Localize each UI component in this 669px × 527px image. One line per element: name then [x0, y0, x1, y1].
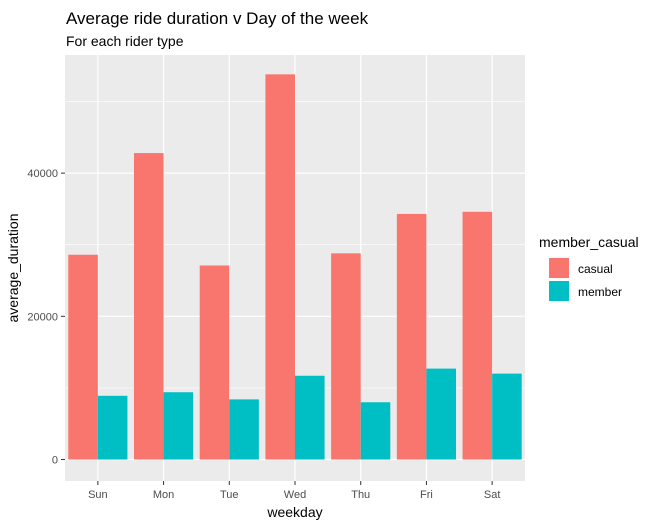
chart-subtitle: For each rider type: [66, 33, 184, 49]
legend-title: member_casual: [539, 234, 639, 250]
x-tick-label: Mon: [153, 489, 174, 501]
chart-title: Average ride duration v Day of the week: [66, 9, 369, 28]
bar-member-wed: [295, 375, 325, 460]
bar-casual-fri: [396, 213, 427, 460]
x-axis-label: weekday: [266, 504, 322, 520]
bar-casual-sat: [462, 211, 493, 460]
legend-label-casual: casual: [578, 262, 613, 276]
bar-member-tue: [229, 399, 259, 460]
x-axis-ticks: Sun Mon Tue Wed Thu Fri Sat: [88, 481, 500, 501]
legend-swatch-member: [549, 281, 569, 301]
x-tick-label: Sun: [88, 489, 108, 501]
y-axis-ticks: 0 20000 40000: [27, 168, 65, 467]
y-tick-label: 20000: [27, 311, 58, 323]
bar-member-fri: [426, 368, 456, 460]
x-tick-label: Thu: [351, 489, 370, 501]
bar-casual-wed: [265, 74, 295, 460]
legend-label-member: member: [578, 285, 622, 299]
bar-member-thu: [360, 402, 391, 460]
bar-casual-thu: [331, 253, 361, 460]
bar-casual-sun: [68, 254, 98, 460]
x-tick-label: Fri: [420, 489, 433, 501]
legend-swatch-casual: [549, 258, 569, 278]
legend: member_casual casual member: [539, 234, 639, 301]
x-tick-label: Tue: [220, 489, 239, 501]
y-axis-label: average_duration: [5, 214, 21, 323]
bar-member-sat: [492, 373, 522, 460]
y-tick-label: 0: [52, 455, 58, 467]
bars: [68, 74, 522, 460]
legend-items: casual member: [549, 258, 622, 301]
x-tick-label: Sat: [484, 489, 501, 501]
bar-member-mon: [163, 392, 194, 460]
x-tick-label: Wed: [284, 489, 306, 501]
y-tick-label: 40000: [27, 168, 58, 180]
bar-casual-tue: [199, 265, 230, 460]
bar-casual-mon: [134, 153, 164, 460]
bar-member-sun: [97, 395, 128, 460]
